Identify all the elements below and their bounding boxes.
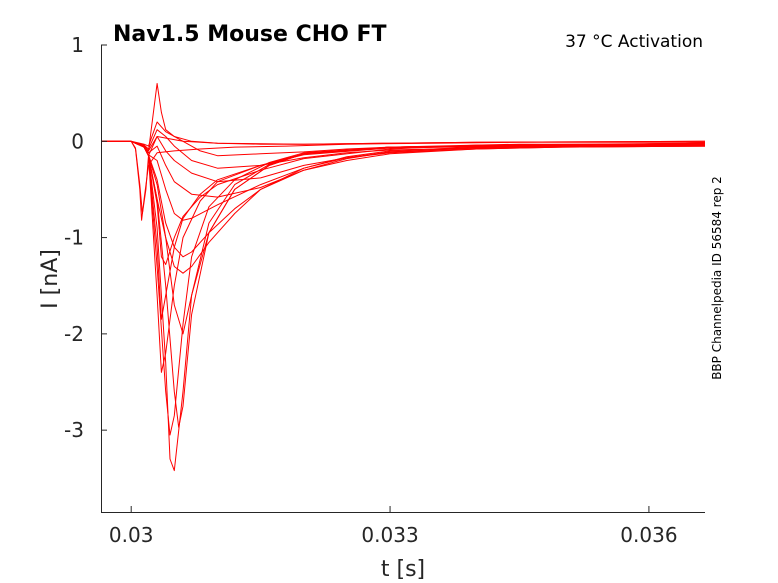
current-trace-11 (101, 140, 706, 265)
current-trace-5 (101, 129, 705, 169)
chart-annotation: 37 °C Activation (565, 32, 703, 52)
current-trace-9 (101, 140, 706, 258)
x-axis-label: t [s] (381, 557, 425, 582)
current-trace-12 (101, 140, 706, 320)
x-ticks: 0.03 0.033 0.036 (109, 506, 678, 547)
current-trace-16 (101, 140, 706, 428)
current-trace-14 (101, 140, 706, 436)
current-trace-17 (101, 140, 706, 335)
y-tick-label: -3 (64, 418, 84, 442)
y-ticks: 1 0 -1 -2 -3 (64, 33, 107, 442)
x-tick-label: 0.036 (620, 523, 677, 547)
x-tick-label: 0.03 (109, 523, 154, 547)
side-note: BBP Channelpedia ID 56584 rep 2 (710, 176, 724, 380)
x-tick-label: 0.033 (361, 523, 418, 547)
y-tick-label: -2 (64, 322, 84, 346)
plot-traces (101, 83, 706, 472)
chart-title: Nav1.5 Mouse CHO FT (113, 22, 387, 47)
current-trace-3 (101, 83, 706, 152)
y-tick-label: -1 (64, 226, 84, 250)
y-tick-label: 0 (71, 129, 84, 153)
current-trace-15 (101, 140, 706, 472)
y-axis-label: I [nA] (38, 249, 63, 309)
y-tick-label: 1 (71, 33, 84, 57)
